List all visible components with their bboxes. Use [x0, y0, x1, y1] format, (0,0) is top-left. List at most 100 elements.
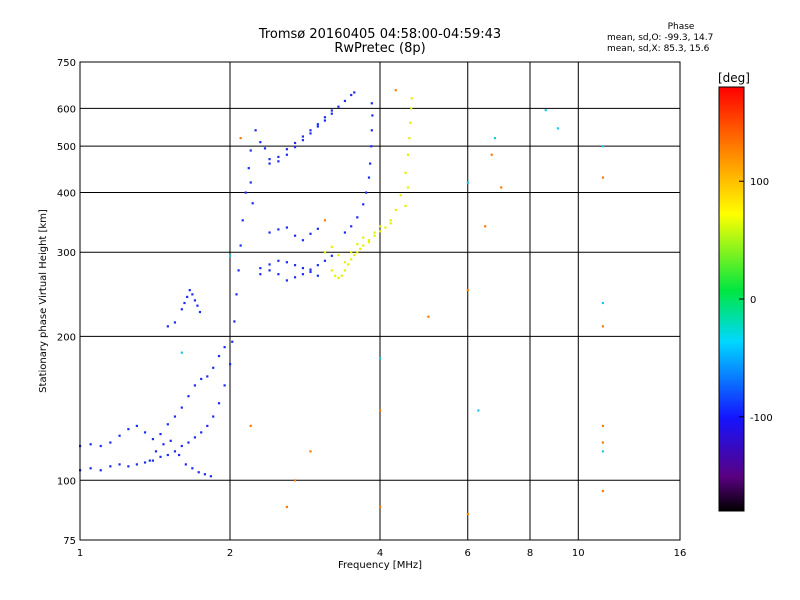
- data-point-O: [193, 384, 197, 387]
- y-tick-label: 100: [57, 476, 76, 487]
- data-point-X: [323, 251, 327, 254]
- data-point-O: [89, 467, 92, 470]
- data-point-O: [184, 463, 187, 466]
- data-point-O: [200, 377, 203, 381]
- data-point-scattered-cyan: [601, 145, 605, 148]
- data-point-O: [198, 310, 202, 314]
- y-tick-label: 750: [57, 58, 76, 69]
- data-point-X: [367, 239, 371, 242]
- data-point-O: [316, 123, 319, 126]
- data-point-O: [350, 93, 353, 97]
- data-point-O: [200, 431, 203, 434]
- data-point-O: [350, 225, 353, 228]
- data-point-O: [89, 443, 92, 446]
- data-point-scattered: [601, 325, 605, 328]
- data-point-scattered: [490, 153, 493, 156]
- data-point-O: [193, 299, 197, 302]
- phase-heading: Phase: [667, 22, 695, 32]
- data-point-O: [99, 444, 102, 448]
- data-point-O: [203, 473, 206, 476]
- data-point-O: [330, 254, 333, 257]
- data-point-O: [301, 139, 305, 142]
- data-point-O: [309, 270, 312, 273]
- data-point-O: [127, 428, 130, 431]
- data-point-O: [209, 475, 212, 478]
- data-point-X: [356, 243, 359, 246]
- data-point-scattered: [285, 505, 288, 509]
- data-point-O: [166, 325, 169, 328]
- data-point-scattered: [466, 513, 469, 516]
- data-point-O: [143, 431, 147, 434]
- data-point-X: [389, 219, 392, 222]
- y-tick-label: 400: [57, 188, 76, 199]
- data-point-O: [330, 112, 333, 115]
- data-point-scattered: [601, 176, 605, 179]
- data-point-O: [244, 191, 247, 194]
- data-point-O: [148, 459, 151, 462]
- data-point-scattered: [601, 489, 605, 493]
- data-point-O: [277, 259, 280, 262]
- data-point-X: [409, 121, 412, 124]
- data-point-O: [154, 450, 158, 453]
- data-point-X: [379, 230, 382, 233]
- data-point-O: [268, 162, 271, 165]
- data-point-O: [323, 259, 327, 262]
- data-point-scattered: [249, 424, 252, 428]
- data-point-X: [384, 226, 387, 229]
- data-point-O: [197, 471, 200, 474]
- data-point-O: [330, 109, 333, 112]
- data-point-O: [259, 267, 262, 270]
- data-point-O: [293, 141, 297, 145]
- x-axis-label: Frequency [MHz]: [338, 560, 422, 571]
- data-point-O: [188, 289, 191, 292]
- data-point-scattered-cyan: [556, 127, 560, 130]
- data-point-O: [367, 176, 371, 179]
- x-tick-label: 16: [674, 548, 687, 559]
- data-point-O: [285, 226, 288, 229]
- y-tick-label: 500: [57, 142, 76, 153]
- data-point-O: [365, 191, 368, 194]
- data-point-scattered: [484, 225, 487, 228]
- data-point-O: [212, 415, 215, 418]
- data-point-O: [169, 439, 172, 442]
- data-point-scattered: [379, 505, 382, 509]
- data-point-scattered: [239, 137, 242, 140]
- data-point-O: [241, 219, 244, 222]
- data-point-scattered: [323, 219, 327, 222]
- data-point-O: [187, 441, 190, 444]
- data-point-O: [277, 160, 280, 163]
- x-tick-label: 8: [527, 548, 533, 559]
- colorbar-tick-label: -100: [750, 413, 773, 424]
- data-point-O: [177, 453, 181, 457]
- data-point-O: [370, 145, 373, 148]
- data-point-O: [166, 423, 169, 426]
- y-tick-label: 600: [57, 104, 76, 115]
- data-point-X: [337, 276, 340, 280]
- data-point-O: [293, 276, 297, 279]
- data-point-O: [229, 363, 232, 366]
- y-tick-label: 300: [57, 248, 76, 259]
- data-point-O: [233, 320, 236, 323]
- colorbar-tick-label: 100: [750, 177, 769, 188]
- data-point-O: [353, 91, 356, 94]
- y-axis-label: Stationary phase Virtual Height [km]: [38, 209, 49, 393]
- data-point-O: [223, 384, 226, 387]
- data-point-scattered-cyan: [466, 181, 469, 184]
- data-point-O: [143, 461, 147, 464]
- data-point-O: [217, 402, 221, 405]
- grid-lines: [80, 62, 680, 540]
- data-point-O: [268, 269, 271, 272]
- data-point-O: [135, 424, 138, 428]
- x-tick-label: 10: [572, 548, 585, 559]
- y-axis: 75 100 200 300 400 500 600 750: [57, 58, 76, 547]
- data-point-O: [316, 125, 319, 128]
- data-point-O: [259, 273, 262, 276]
- data-point-O: [127, 465, 130, 468]
- data-point-O: [285, 153, 288, 156]
- data-point-O: [293, 264, 297, 267]
- data-point-O: [183, 301, 186, 305]
- data-point-O: [151, 459, 155, 462]
- data-point-O: [187, 395, 190, 398]
- phase-stats: Phase mean, sd,O: -99.3, 14.7 mean, sd,X…: [570, 22, 730, 55]
- data-point-O: [369, 162, 372, 165]
